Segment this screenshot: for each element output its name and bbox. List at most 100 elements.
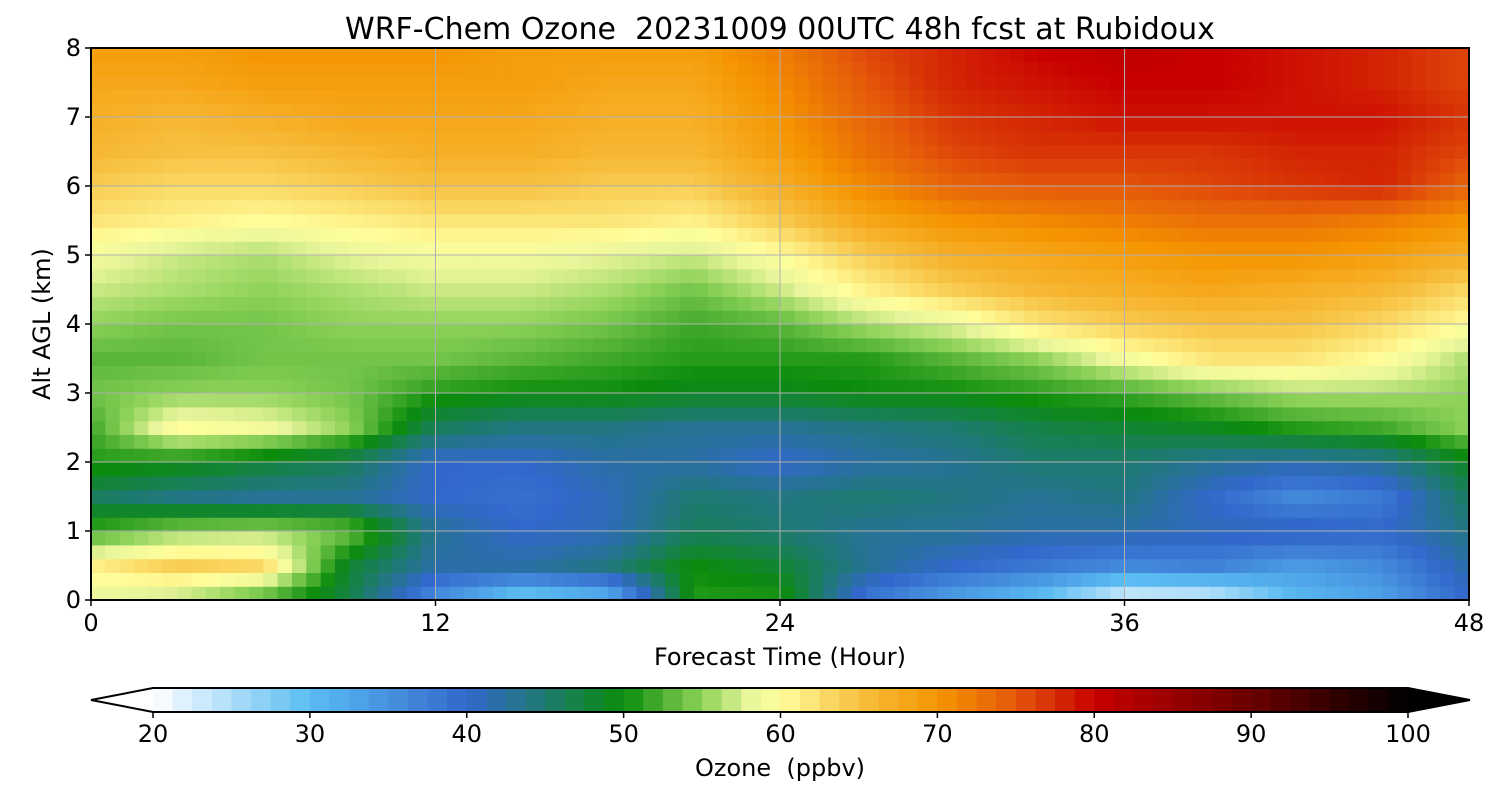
- heatmap-cell: [392, 351, 408, 366]
- heatmap-cell: [1196, 544, 1212, 560]
- heatmap-cell: [119, 393, 135, 408]
- heatmap-cell: [119, 213, 135, 228]
- heatmap-cell: [1268, 586, 1283, 601]
- heatmap-cell: [421, 117, 437, 132]
- heatmap-cell: [722, 558, 738, 573]
- heatmap-cell: [708, 241, 724, 256]
- heatmap-cell: [665, 48, 681, 63]
- heatmap-cell: [349, 172, 365, 187]
- heatmap-cell: [1397, 475, 1413, 491]
- heatmap-cell: [535, 75, 551, 90]
- heatmap-cell: [1454, 462, 1470, 477]
- heatmap-cell: [507, 351, 523, 366]
- heatmap-cell: [191, 186, 207, 201]
- heatmap-cell: [909, 186, 925, 201]
- heatmap-cell: [277, 61, 293, 77]
- heatmap-cell: [378, 241, 394, 256]
- heatmap-cell: [751, 434, 767, 449]
- heatmap-cell: [808, 517, 824, 532]
- heatmap-cell: [363, 75, 379, 90]
- heatmap-cell: [392, 393, 408, 408]
- heatmap-cell: [1268, 227, 1283, 242]
- heatmap-cell: [607, 406, 623, 422]
- heatmap-cell: [492, 337, 508, 353]
- heatmap-cell: [119, 406, 135, 422]
- heatmap-cell: [1210, 241, 1226, 256]
- heatmap-cell: [306, 255, 322, 270]
- heatmap-cell: [507, 558, 523, 573]
- heatmap-cell: [952, 158, 968, 173]
- heatmap-cell: [564, 462, 580, 477]
- heatmap-cell: [923, 241, 939, 256]
- heatmap-cell: [736, 365, 752, 380]
- heatmap-cell: [148, 158, 164, 173]
- heatmap-cell: [952, 379, 968, 394]
- heatmap-cell: [1368, 406, 1384, 422]
- heatmap-cell: [837, 130, 853, 146]
- heatmap-cell: [320, 241, 336, 256]
- heatmap-cell: [823, 503, 839, 518]
- heatmap-cell: [134, 227, 150, 242]
- heatmap-cell: [406, 75, 422, 90]
- heatmap-cell: [1354, 544, 1370, 560]
- heatmap-cell: [191, 130, 207, 146]
- heatmap-cell: [866, 489, 882, 504]
- heatmap-cell: [1210, 365, 1226, 380]
- heatmap-cell: [550, 117, 566, 132]
- heatmap-cell: [1124, 255, 1140, 270]
- heatmap-cell: [1454, 586, 1470, 601]
- heatmap-cell: [1268, 475, 1283, 491]
- heatmap-cell: [1081, 213, 1097, 228]
- heatmap-cell: [177, 420, 193, 435]
- heatmap-cell: [995, 558, 1011, 573]
- heatmap-cell: [894, 48, 910, 63]
- heatmap-cell: [1282, 61, 1298, 77]
- heatmap-cell: [291, 448, 307, 463]
- heatmap-cell: [177, 172, 193, 187]
- heatmap-cell: [335, 503, 350, 518]
- heatmap-cell: [406, 324, 422, 339]
- heatmap-cell: [679, 531, 695, 546]
- heatmap-cell: [1253, 61, 1269, 77]
- heatmap-cell: [91, 103, 106, 118]
- heatmap-cell: [636, 531, 652, 546]
- heatmap-cell: [808, 144, 824, 159]
- heatmap-cell: [1454, 337, 1470, 353]
- heatmap-cell: [593, 489, 609, 504]
- heatmap-cell: [507, 282, 523, 297]
- heatmap-cell: [162, 503, 178, 518]
- heatmap-cell: [995, 310, 1011, 325]
- heatmap-cell: [1411, 531, 1427, 546]
- heatmap-cell: [1311, 475, 1327, 491]
- heatmap-cell: [1196, 172, 1212, 187]
- heatmap-cell: [923, 531, 939, 546]
- heatmap-cell: [291, 572, 307, 587]
- heatmap-cell: [823, 268, 839, 284]
- colorbar-segment: [800, 688, 821, 712]
- colorbar-label: Ozone (ppbv): [695, 754, 865, 782]
- heatmap-cell: [1138, 489, 1154, 504]
- heatmap-cell: [736, 489, 752, 504]
- heatmap-cell: [736, 517, 752, 532]
- heatmap-cell: [1354, 406, 1370, 422]
- heatmap-cell: [952, 544, 968, 560]
- heatmap-cell: [521, 393, 537, 408]
- heatmap-cell: [306, 351, 322, 366]
- heatmap-cell: [464, 531, 480, 546]
- heatmap-cell: [205, 186, 221, 201]
- heatmap-cell: [335, 462, 350, 477]
- heatmap-cell: [363, 186, 379, 201]
- heatmap-cell: [650, 475, 666, 491]
- heatmap-cell: [980, 61, 996, 77]
- heatmap-cell: [1052, 351, 1068, 366]
- heatmap-cell: [794, 434, 810, 449]
- colorbar-segment: [1133, 688, 1154, 712]
- heatmap-cell: [894, 531, 910, 546]
- heatmap-cell: [263, 517, 279, 532]
- colorbar-segment: [545, 688, 566, 712]
- heatmap-cell: [650, 324, 666, 339]
- heatmap-cell: [1138, 448, 1154, 463]
- heatmap-cell: [1268, 434, 1283, 449]
- heatmap-cell: [91, 227, 106, 242]
- heatmap-cell: [148, 89, 164, 104]
